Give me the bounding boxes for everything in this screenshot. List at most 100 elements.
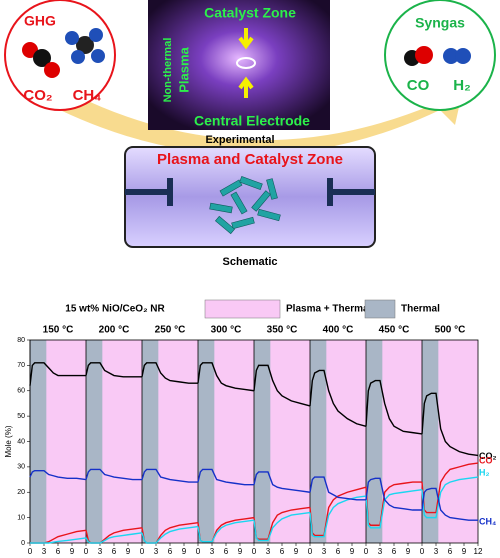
x-tick-label: 0 xyxy=(140,547,145,556)
panel-label: 450 °C xyxy=(379,325,410,336)
panel-label: 500 °C xyxy=(435,325,466,336)
x-tick-label: 6 xyxy=(392,547,397,556)
series-line xyxy=(85,362,142,378)
x-tick-label: 0 xyxy=(28,547,33,556)
x-tick-label: 9 xyxy=(126,547,131,556)
y-tick-label: 10 xyxy=(17,514,25,521)
x-tick-label: 3 xyxy=(322,547,327,556)
series-line xyxy=(421,487,478,521)
series-line xyxy=(141,525,199,544)
schematic-caption: Schematic xyxy=(222,256,277,268)
x-tick-label: 12 xyxy=(474,547,483,556)
thermal-region xyxy=(422,340,439,543)
atom xyxy=(455,48,471,64)
non-thermal: Non-thermal xyxy=(162,38,174,103)
x-tick-label: 3 xyxy=(154,547,159,556)
x-tick-label: 6 xyxy=(280,547,285,556)
plasma: Plasma xyxy=(176,46,191,92)
x-tick-label: 0 xyxy=(196,547,201,556)
panel-label: 150 °C xyxy=(43,325,74,336)
series-line xyxy=(29,362,86,386)
atom xyxy=(76,36,94,54)
x-tick-label: 3 xyxy=(210,547,215,556)
atom xyxy=(443,48,459,64)
co-label: CO xyxy=(407,77,430,94)
series-line xyxy=(421,462,479,514)
ghg-title: GHG xyxy=(24,13,56,29)
series-label: H₂ xyxy=(479,467,490,477)
thermal-region xyxy=(366,340,383,543)
x-tick-label: 0 xyxy=(308,547,313,556)
y-tick-label: 30 xyxy=(17,464,25,471)
series-line xyxy=(253,471,311,493)
thermal-region xyxy=(86,340,103,543)
x-tick-label: 6 xyxy=(56,547,61,556)
atom xyxy=(65,31,79,45)
series-line xyxy=(309,369,367,427)
series-line xyxy=(365,477,422,511)
y-tick-label: 80 xyxy=(17,337,25,344)
syngas-title: Syngas xyxy=(415,15,465,31)
series-line xyxy=(141,468,198,483)
x-tick-label: 0 xyxy=(420,547,425,556)
series-line xyxy=(30,537,87,544)
thermal-region xyxy=(30,340,47,543)
legend-label: Thermal xyxy=(401,304,440,315)
series-line xyxy=(421,392,479,457)
y-tick-label: 50 xyxy=(17,413,25,420)
atom xyxy=(33,49,51,67)
x-tick-label: 6 xyxy=(448,547,453,556)
electrodes xyxy=(125,178,375,206)
glow-ring xyxy=(236,57,256,69)
x-tick-label: 3 xyxy=(434,547,439,556)
series-line xyxy=(29,469,87,481)
series-line xyxy=(253,511,311,542)
x-tick-label: 9 xyxy=(350,547,355,556)
x-tick-label: 9 xyxy=(462,547,467,556)
ghg-circle xyxy=(4,0,116,111)
x-tick-label: 6 xyxy=(336,547,341,556)
series-line xyxy=(309,476,366,501)
catalyst-rods xyxy=(209,176,281,235)
series-line xyxy=(365,481,422,526)
y-tick-label: 0 xyxy=(21,540,25,547)
panel-label: 300 °C xyxy=(211,325,242,336)
legend-label: Plasma + Thermal xyxy=(286,304,372,315)
catalyst-zone: Catalyst Zone xyxy=(204,5,296,21)
reactor xyxy=(124,146,376,248)
thermal-region xyxy=(254,340,271,543)
panel-label: 250 °C xyxy=(155,325,186,336)
co2-label: CO₂ xyxy=(23,87,52,104)
x-tick-label: 3 xyxy=(378,547,383,556)
series-line xyxy=(421,476,479,519)
x-tick-label: 6 xyxy=(112,547,117,556)
x-tick-label: 9 xyxy=(406,547,411,556)
series-line xyxy=(197,468,254,486)
x-tick-label: 0 xyxy=(252,547,257,556)
x-tick-label: 0 xyxy=(84,547,89,556)
x-tick-label: 9 xyxy=(182,547,187,556)
atom xyxy=(415,46,433,64)
syngas-circle xyxy=(384,0,496,111)
atom xyxy=(91,49,105,63)
series-line xyxy=(365,379,423,435)
central-electrode: Central Electrode xyxy=(194,113,310,129)
atom xyxy=(89,28,103,42)
x-tick-label: 3 xyxy=(266,547,271,556)
y-tick-label: 70 xyxy=(17,362,25,369)
panel-label: 200 °C xyxy=(99,325,130,336)
chart-title: 15 wt% NiO/CeO₂ NR xyxy=(65,304,165,315)
x-tick-label: 3 xyxy=(42,547,47,556)
series-line xyxy=(197,519,255,543)
y-tick-label: 40 xyxy=(17,438,25,445)
legend-swatch xyxy=(204,299,281,319)
series-line xyxy=(141,362,198,384)
series-label: CO xyxy=(479,455,493,465)
y-tick-label: 20 xyxy=(17,489,25,496)
series-line xyxy=(197,362,255,392)
x-tick-label: 0 xyxy=(364,547,369,556)
series-label: CH₄ xyxy=(479,517,496,527)
panel-label: 400 °C xyxy=(323,325,354,336)
x-tick-label: 3 xyxy=(98,547,103,556)
